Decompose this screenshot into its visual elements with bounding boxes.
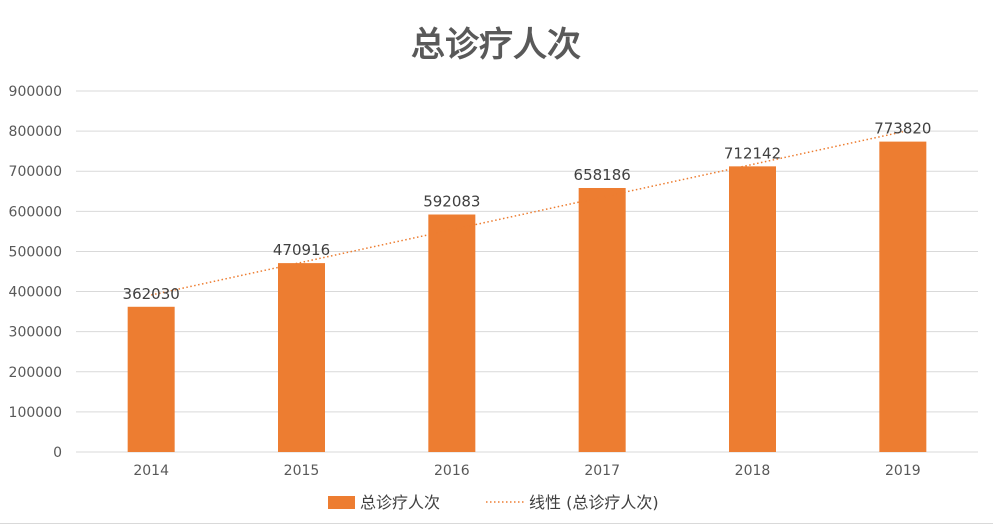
bar [428, 214, 476, 452]
x-tick-label: 2017 [584, 463, 620, 479]
trendline-group [151, 131, 903, 296]
y-tick-label: 0 [53, 445, 62, 461]
y-tick-label: 500000 [9, 244, 62, 260]
legend: 总诊疗人次 线性 (总诊疗人次) [328, 493, 659, 512]
x-tick-label: 2016 [434, 463, 470, 479]
bar [578, 187, 626, 453]
bar-value-label: 658186 [574, 166, 631, 184]
y-tick-label: 400000 [9, 285, 62, 301]
legend-swatch-series [328, 496, 355, 509]
legend-label-trendline: 线性 (总诊疗人次) [529, 493, 659, 512]
x-tick-label: 2019 [885, 463, 921, 479]
bar-value-label: 362030 [123, 285, 180, 303]
x-tick-label: 2015 [284, 463, 320, 479]
x-tick-label: 2014 [133, 463, 169, 479]
bar-value-label: 773820 [874, 120, 931, 138]
bars [127, 141, 927, 453]
bar-value-label: 712142 [724, 144, 781, 162]
y-tick-label: 200000 [9, 365, 62, 381]
chart-title: 总诊疗人次 [411, 25, 581, 65]
bar [879, 141, 927, 453]
bar [729, 166, 776, 452]
y-axis: 0 100000 200000 300000 400000 500000 600000 700… [9, 84, 62, 461]
y-tick-label: 100000 [9, 405, 62, 421]
x-axis: 2014 2015 2016 2017 2018 2019 [133, 463, 920, 479]
gridlines [76, 90, 978, 453]
y-tick-label: 700000 [9, 164, 62, 180]
legend-label-series: 总诊疗人次 [360, 493, 440, 512]
y-tick-label: 900000 [9, 84, 62, 100]
bar [278, 263, 325, 452]
x-tick-label: 2018 [735, 463, 771, 479]
y-tick-label: 300000 [9, 325, 62, 341]
y-tick-label: 600000 [9, 204, 62, 220]
bar [127, 306, 175, 452]
bar-value-label: 592083 [423, 193, 480, 211]
data-labels: 362030 470916 592083 658186 712142 773820 [123, 120, 932, 303]
trendline [151, 131, 903, 296]
bar-value-label: 470916 [273, 241, 330, 259]
y-tick-label: 800000 [9, 124, 62, 140]
